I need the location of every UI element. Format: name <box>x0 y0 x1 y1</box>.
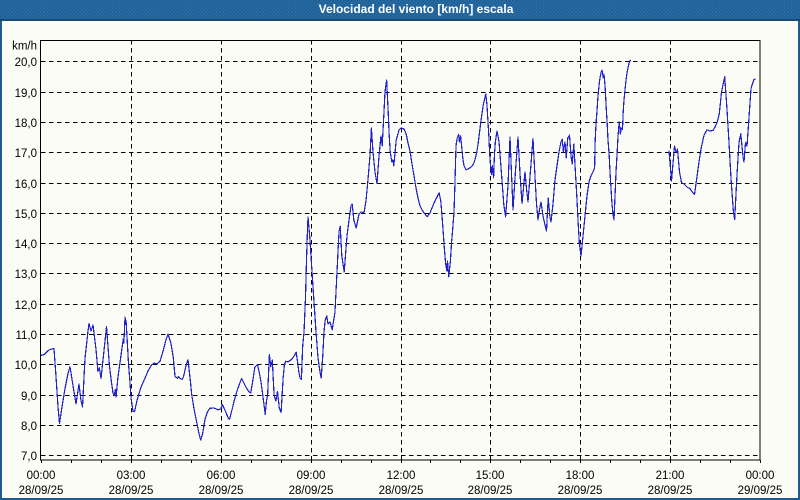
svg-text:11,0: 11,0 <box>15 330 37 342</box>
svg-text:13,0: 13,0 <box>15 269 37 281</box>
svg-text:03:00: 03:00 <box>117 470 146 482</box>
svg-text:km/h: km/h <box>12 41 37 53</box>
svg-text:28/09/25: 28/09/25 <box>468 485 513 497</box>
svg-text:28/09/25: 28/09/25 <box>648 485 693 497</box>
svg-text:7,0: 7,0 <box>21 451 37 463</box>
svg-text:28/09/25: 28/09/25 <box>289 485 334 497</box>
svg-text:00:00: 00:00 <box>27 470 56 482</box>
svg-text:06:00: 06:00 <box>207 470 236 482</box>
svg-text:10,0: 10,0 <box>15 360 37 372</box>
svg-text:21:00: 21:00 <box>656 470 685 482</box>
svg-text:12,0: 12,0 <box>15 300 37 312</box>
svg-text:17,0: 17,0 <box>15 148 37 160</box>
svg-text:28/09/25: 28/09/25 <box>199 485 244 497</box>
svg-text:28/09/25: 28/09/25 <box>379 485 424 497</box>
svg-text:18:00: 18:00 <box>566 470 595 482</box>
svg-text:9,0: 9,0 <box>21 391 37 403</box>
svg-text:20,0: 20,0 <box>15 57 37 69</box>
svg-text:28/09/25: 28/09/25 <box>109 485 154 497</box>
svg-text:15:00: 15:00 <box>476 470 505 482</box>
svg-text:16,0: 16,0 <box>15 179 37 191</box>
svg-text:00:00: 00:00 <box>746 470 775 482</box>
svg-text:18,0: 18,0 <box>15 118 37 130</box>
svg-text:15,0: 15,0 <box>15 209 37 221</box>
svg-text:12:00: 12:00 <box>387 470 416 482</box>
svg-text:28/09/25: 28/09/25 <box>558 485 603 497</box>
svg-text:29/09/25: 29/09/25 <box>738 485 783 497</box>
svg-text:14,0: 14,0 <box>15 239 37 251</box>
svg-text:09:00: 09:00 <box>297 470 326 482</box>
svg-text:8,0: 8,0 <box>21 421 37 433</box>
svg-text:28/09/25: 28/09/25 <box>19 485 64 497</box>
svg-text:19,0: 19,0 <box>15 88 37 100</box>
